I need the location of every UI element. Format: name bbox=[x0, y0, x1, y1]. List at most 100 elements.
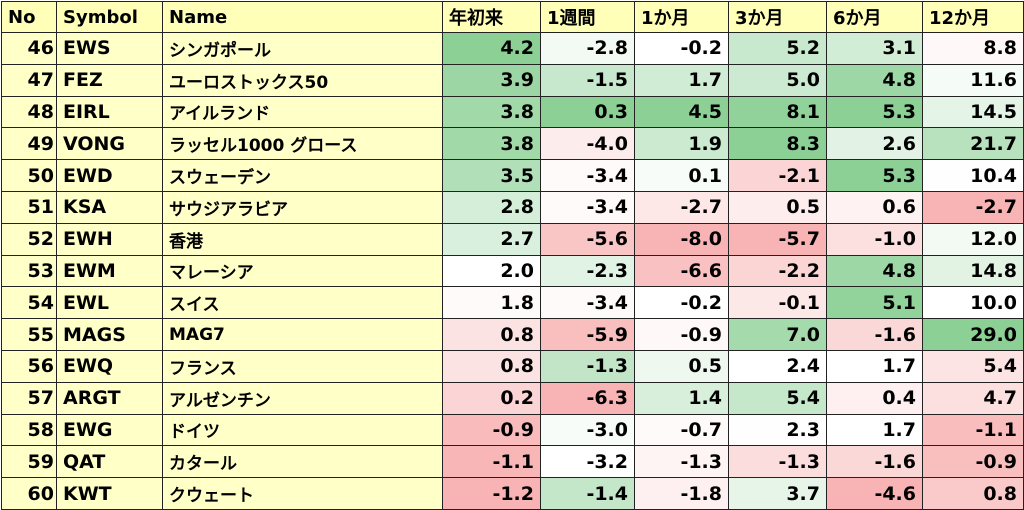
table-row: 52 EWH 香港 2.7 -5.6 -8.0 -5.7 -1.0 12.0 bbox=[1, 222, 1024, 256]
header-cell: No bbox=[1, 1, 57, 33]
symbol: KWT bbox=[56, 477, 163, 510]
name: ドイツ bbox=[162, 413, 443, 447]
value-cell: -2.7 bbox=[922, 190, 1024, 224]
value-cell: 2.3 bbox=[728, 413, 827, 447]
value-cell: 4.2 bbox=[442, 32, 541, 65]
value-cell: -1.4 bbox=[540, 477, 635, 510]
value-cell: 4.5 bbox=[634, 95, 729, 129]
row-number: 58 bbox=[1, 413, 57, 447]
value-cell: 5.1 bbox=[826, 286, 923, 320]
value-cell: 0.1 bbox=[634, 159, 729, 192]
value-cell: 14.5 bbox=[922, 95, 1024, 129]
value-cell: 0.6 bbox=[826, 190, 923, 224]
table-row: 59 QAT カタール -1.1 -3.2 -1.3 -1.3 -1.6 -0.9 bbox=[1, 445, 1024, 479]
value-cell: 1.8 bbox=[442, 286, 541, 320]
value-cell: -3.4 bbox=[540, 286, 635, 320]
value-cell: 2.4 bbox=[728, 349, 827, 383]
name: シンガポール bbox=[162, 32, 443, 65]
value-cell: 3.8 bbox=[442, 127, 541, 161]
value-cell: -5.9 bbox=[540, 318, 635, 351]
value-cell: -1.1 bbox=[442, 445, 541, 479]
header-cell: 1か月 bbox=[634, 1, 729, 33]
value-cell: 2.6 bbox=[826, 127, 923, 161]
value-cell: 8.3 bbox=[728, 127, 827, 161]
value-cell: -0.9 bbox=[922, 445, 1024, 479]
name: アイルランド bbox=[162, 95, 443, 129]
header-cell: 年初来 bbox=[442, 1, 541, 33]
value-cell: -2.2 bbox=[728, 254, 827, 288]
symbol: EWG bbox=[56, 413, 163, 447]
value-cell: -2.1 bbox=[728, 159, 827, 192]
value-cell: 1.7 bbox=[634, 63, 729, 97]
value-cell: 0.8 bbox=[442, 318, 541, 351]
header-cell: 6か月 bbox=[826, 1, 923, 33]
row-number: 53 bbox=[1, 254, 57, 288]
table-row: 60 KWT クウェート -1.2 -1.4 -1.8 3.7 -4.6 0.8 bbox=[1, 477, 1024, 510]
table-row: 46 EWS シンガポール 4.2 -2.8 -0.2 5.2 3.1 8.8 bbox=[1, 32, 1024, 65]
name: ラッセル1000 グロース bbox=[162, 127, 443, 161]
value-cell: 21.7 bbox=[922, 127, 1024, 161]
value-cell: -3.4 bbox=[540, 159, 635, 192]
value-cell: -1.3 bbox=[634, 445, 729, 479]
value-cell: 0.4 bbox=[826, 381, 923, 415]
symbol: EIRL bbox=[56, 95, 163, 129]
value-cell: 8.8 bbox=[922, 32, 1024, 65]
value-cell: 1.9 bbox=[634, 127, 729, 161]
value-cell: -2.3 bbox=[540, 254, 635, 288]
header-cell: 1週間 bbox=[540, 1, 635, 33]
value-cell: -1.0 bbox=[826, 222, 923, 256]
value-cell: 14.8 bbox=[922, 254, 1024, 288]
table-row: 58 EWG ドイツ -0.9 -3.0 -0.7 2.3 1.7 -1.1 bbox=[1, 413, 1024, 447]
value-cell: 2.8 bbox=[442, 190, 541, 224]
value-cell: 0.5 bbox=[728, 190, 827, 224]
row-number: 49 bbox=[1, 127, 57, 161]
value-cell: -3.2 bbox=[540, 445, 635, 479]
row-number: 60 bbox=[1, 477, 57, 510]
name: アルゼンチン bbox=[162, 381, 443, 415]
value-cell: -0.9 bbox=[634, 318, 729, 351]
symbol: EWQ bbox=[56, 349, 163, 383]
symbol: QAT bbox=[56, 445, 163, 479]
symbol: EWL bbox=[56, 286, 163, 320]
value-cell: -4.6 bbox=[826, 477, 923, 510]
value-cell: 1.4 bbox=[634, 381, 729, 415]
table-row: 57 ARGT アルゼンチン 0.2 -6.3 1.4 5.4 0.4 4.7 bbox=[1, 381, 1024, 415]
name: マレーシア bbox=[162, 254, 443, 288]
table-row: 51 KSA サウジアラビア 2.8 -3.4 -2.7 0.5 0.6 -2.7 bbox=[1, 190, 1024, 224]
value-cell: 4.8 bbox=[826, 63, 923, 97]
value-cell: 0.8 bbox=[442, 349, 541, 383]
value-cell: 1.7 bbox=[826, 349, 923, 383]
table-row: 50 EWD スウェーデン 3.5 -3.4 0.1 -2.1 5.3 10.4 bbox=[1, 159, 1024, 192]
value-cell: -0.9 bbox=[442, 413, 541, 447]
value-cell: -1.6 bbox=[826, 445, 923, 479]
value-cell: 2.0 bbox=[442, 254, 541, 288]
value-cell: -0.7 bbox=[634, 413, 729, 447]
row-number: 52 bbox=[1, 222, 57, 256]
table-row: 53 EWM マレーシア 2.0 -2.3 -6.6 -2.2 4.8 14.8 bbox=[1, 254, 1024, 288]
row-number: 47 bbox=[1, 63, 57, 97]
header-cell: Symbol bbox=[56, 1, 163, 33]
name: カタール bbox=[162, 445, 443, 479]
name: 香港 bbox=[162, 222, 443, 256]
value-cell: 3.8 bbox=[442, 95, 541, 129]
table-row: 56 EWQ フランス 0.8 -1.3 0.5 2.4 1.7 5.4 bbox=[1, 349, 1024, 383]
value-cell: 4.8 bbox=[826, 254, 923, 288]
table-row: 49 VONG ラッセル1000 グロース 3.8 -4.0 1.9 8.3 2.6 21.7 bbox=[1, 127, 1024, 161]
value-cell: -0.2 bbox=[634, 32, 729, 65]
row-number: 57 bbox=[1, 381, 57, 415]
header-row: No Symbol Name 年初来 1週間 1か月 3か月 6か月 12か月 bbox=[1, 1, 1024, 33]
name: クウェート bbox=[162, 477, 443, 510]
value-cell: -1.5 bbox=[540, 63, 635, 97]
value-cell: -1.1 bbox=[922, 413, 1024, 447]
value-cell: 3.9 bbox=[442, 63, 541, 97]
table-row: 54 EWL スイス 1.8 -3.4 -0.2 -0.1 5.1 10.0 bbox=[1, 286, 1024, 320]
symbol: ARGT bbox=[56, 381, 163, 415]
value-cell: 29.0 bbox=[922, 318, 1024, 351]
value-cell: -2.8 bbox=[540, 32, 635, 65]
value-cell: -1.3 bbox=[728, 445, 827, 479]
symbol: FEZ bbox=[56, 63, 163, 97]
name: サウジアラビア bbox=[162, 190, 443, 224]
row-number: 51 bbox=[1, 190, 57, 224]
